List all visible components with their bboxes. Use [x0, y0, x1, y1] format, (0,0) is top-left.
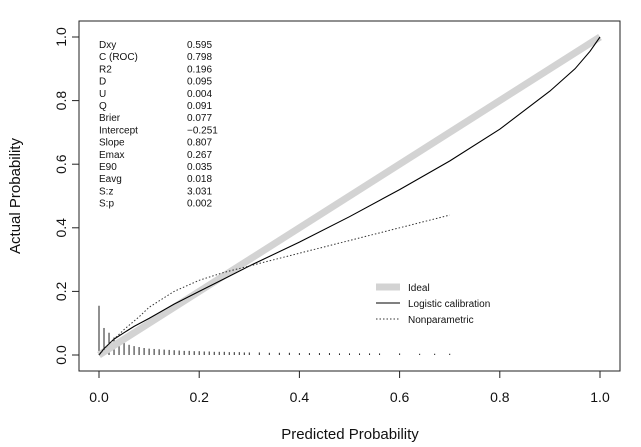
series-lines — [97, 34, 602, 358]
stat-value: 0.077 — [187, 113, 212, 124]
stat-value: 0.091 — [187, 101, 212, 112]
stat-label: E90 — [99, 162, 117, 173]
stat-label: Dxy — [99, 40, 116, 51]
legend-label: Logistic calibration — [408, 299, 490, 310]
stat-value: 0.002 — [187, 199, 212, 210]
stat-value: 3.031 — [187, 186, 212, 197]
stat-value: 0.196 — [187, 64, 212, 75]
legend-label: Ideal — [408, 283, 430, 294]
y-axis-label: Actual Probability — [7, 138, 24, 254]
stat-label: D — [99, 77, 106, 88]
stat-label: U — [99, 89, 106, 100]
stat-value: 0.095 — [187, 77, 212, 88]
stat-label: Q — [99, 101, 107, 112]
stat-label: R2 — [99, 64, 112, 75]
stat-label: S:z — [99, 186, 113, 197]
y-tick-label: 1.0 — [53, 27, 69, 47]
stat-label: C (ROC) — [99, 52, 138, 63]
legend: Ideal Logistic calibration Nonparametric — [376, 283, 490, 326]
stat-label: Eavg — [99, 174, 122, 185]
x-tick-label: 0.4 — [290, 389, 310, 405]
y-tick-label: 0.8 — [53, 91, 69, 111]
y-tick-label: 0.6 — [53, 154, 69, 174]
x-tick-label: 0.0 — [89, 389, 109, 405]
stat-value: 0.798 — [187, 52, 212, 63]
y-tick-label: 0.0 — [53, 345, 69, 365]
stat-label: Brier — [99, 113, 121, 124]
series-line-1 — [98, 36, 601, 356]
stat-value: 0.267 — [187, 150, 212, 161]
stat-value: 0.807 — [187, 138, 212, 149]
stat-label: Emax — [99, 150, 125, 161]
statistics-panel: Dxy 0.595 C (ROC) 0.798 R2 0.196 D 0.095 U 0.004 Q… — [99, 40, 218, 210]
series-line-0 — [97, 34, 602, 358]
axes: 0.0 0.2 0.4 0.6 0.8 1.0 0.0 0.2 0.4 0.6 0.8 1.0 — [53, 27, 610, 405]
stat-label: Slope — [99, 138, 125, 149]
stat-value: 0.035 — [187, 162, 212, 173]
x-tick-label: 0.8 — [490, 389, 510, 405]
legend-label: Nonparametric — [408, 315, 474, 326]
rug-histogram — [98, 305, 451, 355]
x-tick-label: 0.2 — [189, 389, 209, 405]
x-tick-label: 1.0 — [590, 389, 610, 405]
stat-value: 0.004 — [187, 89, 212, 100]
stat-label: S:p — [99, 199, 114, 210]
y-tick-label: 0.2 — [53, 281, 69, 301]
stat-label: Intercept — [99, 125, 138, 136]
stat-value: 0.595 — [187, 40, 212, 51]
stat-value: 0.018 — [187, 174, 212, 185]
x-tick-label: 0.6 — [390, 389, 410, 405]
x-axis-label: Predicted Probability — [281, 426, 419, 443]
series-line-2 — [98, 214, 450, 356]
y-tick-label: 0.4 — [53, 218, 69, 238]
stat-value: −0.251 — [187, 125, 218, 136]
